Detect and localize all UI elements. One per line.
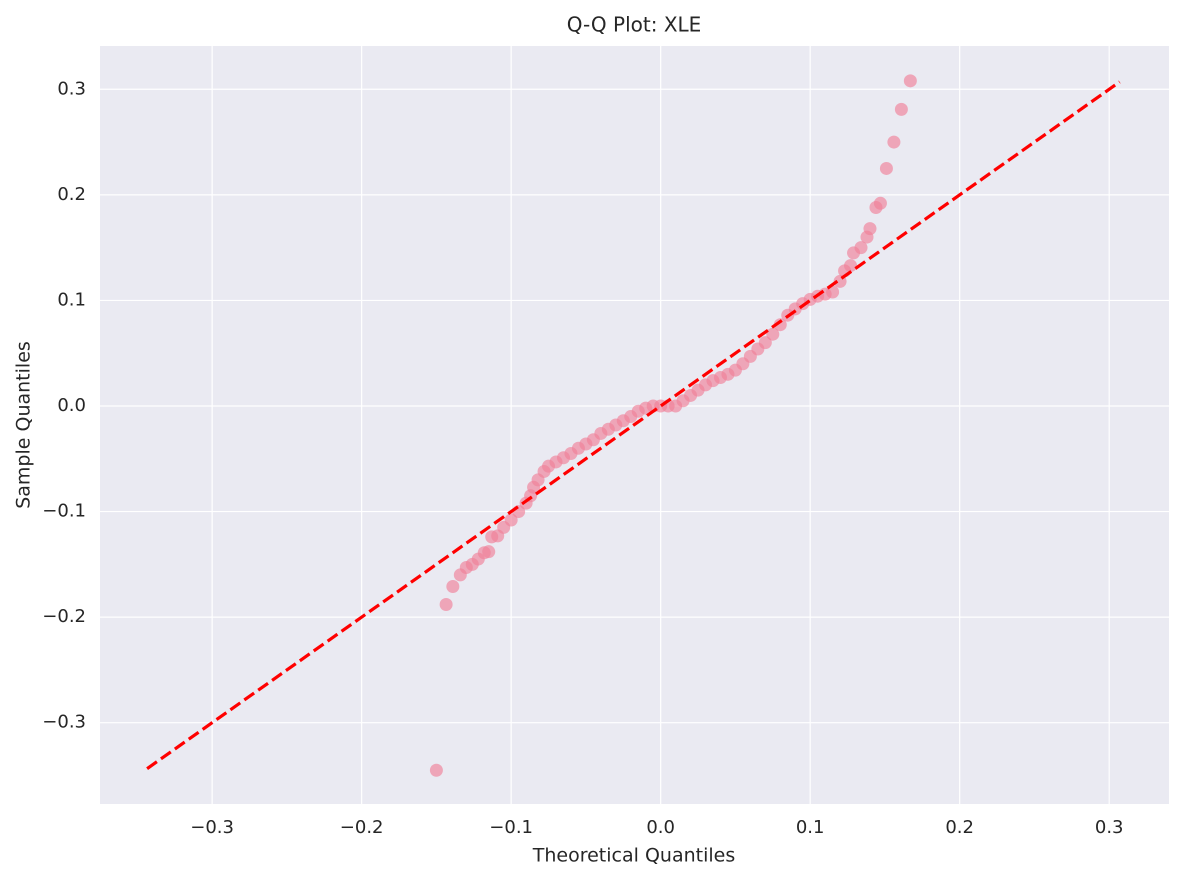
y-tick-label: 0.0	[57, 395, 86, 416]
point	[873, 196, 887, 210]
x-tick-label: 0.0	[646, 817, 675, 838]
point	[887, 135, 901, 149]
point	[482, 545, 496, 559]
x-tick-label: −0.2	[340, 817, 384, 838]
y-tick-label: −0.1	[42, 501, 86, 522]
y-axis-label: Sample Quantiles	[13, 341, 35, 509]
chart-title: Q-Q Plot: XLE	[567, 13, 702, 37]
y-tick-label: 0.2	[57, 184, 86, 205]
y-tick-label: 0.1	[57, 289, 86, 310]
point	[773, 318, 787, 332]
x-tick-label: −0.3	[190, 817, 234, 838]
point	[879, 161, 893, 175]
point	[844, 259, 858, 273]
point	[894, 102, 908, 116]
point	[863, 222, 877, 236]
y-tick-label: −0.2	[42, 606, 86, 627]
point	[429, 763, 443, 777]
point	[504, 513, 518, 527]
point	[766, 327, 780, 341]
point	[439, 597, 453, 611]
point	[854, 241, 868, 255]
point	[446, 580, 460, 594]
y-tick-label: −0.3	[42, 712, 86, 733]
reference-line	[146, 80, 1121, 770]
y-tick-label: 0.3	[57, 78, 86, 99]
point	[758, 336, 772, 350]
x-tick-label: 0.3	[1095, 817, 1124, 838]
x-tick-label: −0.1	[489, 817, 533, 838]
x-tick-label: 0.2	[945, 817, 974, 838]
x-tick-label: 0.1	[796, 817, 825, 838]
x-axis-label: Theoretical Quantiles	[532, 845, 735, 867]
point	[903, 74, 917, 88]
